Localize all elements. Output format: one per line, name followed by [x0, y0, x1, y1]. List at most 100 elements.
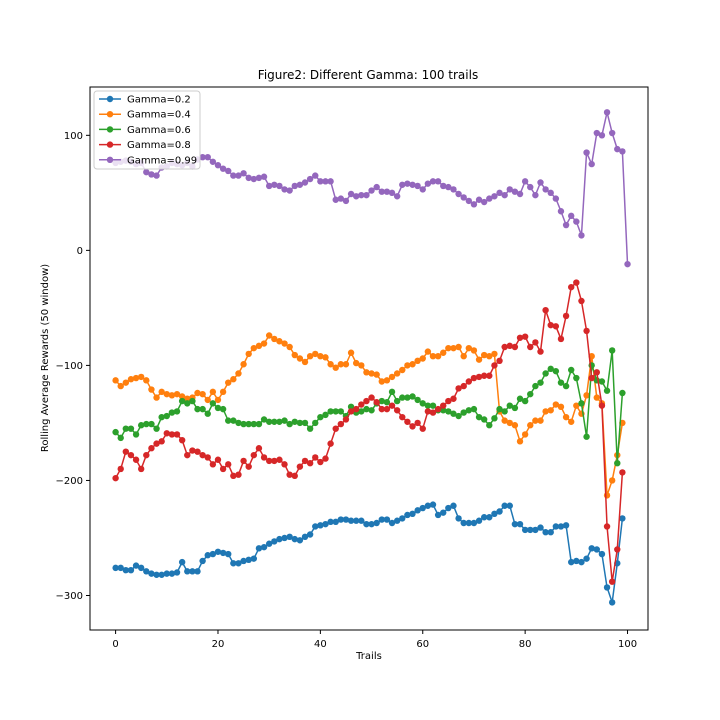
data-point [173, 390, 181, 398]
legend-marker [106, 156, 114, 163]
data-point [475, 413, 483, 421]
data-point [614, 459, 621, 467]
data-point [388, 519, 396, 527]
data-point [255, 445, 263, 452]
data-point [204, 552, 211, 559]
data-point [383, 399, 391, 406]
data-point [573, 374, 580, 382]
data-point [286, 343, 293, 351]
data-point [404, 418, 411, 425]
data-point [322, 411, 329, 419]
data-point [117, 465, 124, 473]
data-point [393, 370, 401, 377]
data-point [240, 457, 247, 465]
data-point [358, 408, 365, 415]
data-point [598, 132, 606, 139]
data-point [368, 370, 375, 377]
data-point [291, 351, 298, 359]
data-point [465, 344, 473, 352]
data-point [480, 514, 488, 521]
data-point [342, 416, 350, 423]
data-point [337, 195, 345, 202]
data-point [378, 188, 385, 195]
data-point [480, 372, 488, 379]
data-point [460, 353, 467, 360]
data-point [122, 379, 130, 386]
legend-marker [106, 111, 114, 118]
data-point [542, 370, 549, 377]
data-point [491, 193, 498, 200]
series-layer [112, 109, 631, 606]
data-point [598, 378, 606, 385]
data-point [194, 389, 201, 397]
data-point [245, 174, 252, 182]
data-point [475, 196, 483, 203]
data-point [552, 367, 560, 375]
data-point [342, 197, 350, 205]
data-point [230, 376, 237, 383]
data-point [230, 172, 237, 179]
data-point [603, 523, 611, 530]
data-point [511, 520, 519, 528]
data-point [440, 407, 447, 414]
data-point [312, 419, 319, 427]
data-point [516, 334, 524, 341]
data-point [194, 448, 201, 455]
data-point [603, 387, 611, 394]
data-point [291, 182, 298, 190]
data-point [204, 153, 211, 161]
data-point [317, 353, 324, 360]
data-point [440, 349, 447, 356]
data-point [491, 350, 498, 358]
data-point [378, 397, 385, 405]
data-point [455, 385, 462, 392]
data-point [470, 519, 478, 527]
data-point [373, 399, 380, 406]
data-point [419, 425, 426, 432]
data-point [414, 396, 421, 404]
data-point [250, 175, 258, 183]
data-point [480, 198, 488, 206]
legend-marker [106, 95, 114, 103]
data-point [337, 361, 345, 368]
data-point [527, 526, 534, 534]
data-point [475, 373, 483, 381]
axis-ticks: 0 20 40 60 80 100 −300 −200 −100 0 100 [56, 131, 638, 650]
data-point [153, 425, 160, 432]
legend-entry: Gamma=0.6 [127, 125, 191, 136]
data-point [276, 535, 283, 543]
data-point [235, 560, 242, 567]
data-point [317, 458, 324, 466]
data-point [491, 362, 498, 369]
data-point [527, 422, 534, 429]
data-point [532, 339, 539, 346]
data-point [112, 474, 119, 482]
data-point [291, 418, 298, 425]
data-point [178, 558, 186, 566]
data-point [465, 378, 473, 385]
data-point [562, 221, 570, 229]
data-point [271, 538, 278, 545]
data-point [532, 417, 539, 424]
data-point [117, 564, 124, 572]
series-line [115, 503, 624, 604]
data-point [527, 390, 534, 398]
data-point [511, 188, 519, 195]
data-point [265, 457, 273, 465]
data-point [337, 420, 345, 428]
data-point [404, 180, 411, 187]
data-point [568, 366, 575, 374]
data-point [296, 537, 304, 544]
data-point [542, 306, 549, 314]
data-point [363, 397, 370, 405]
data-point [209, 461, 217, 468]
data-point [327, 440, 334, 447]
data-point [301, 533, 309, 541]
data-point [619, 515, 626, 522]
data-point [542, 186, 549, 193]
data-point [209, 158, 217, 165]
data-point [260, 416, 268, 423]
data-point [235, 370, 242, 377]
data-point [245, 463, 252, 470]
data-point [265, 418, 273, 425]
